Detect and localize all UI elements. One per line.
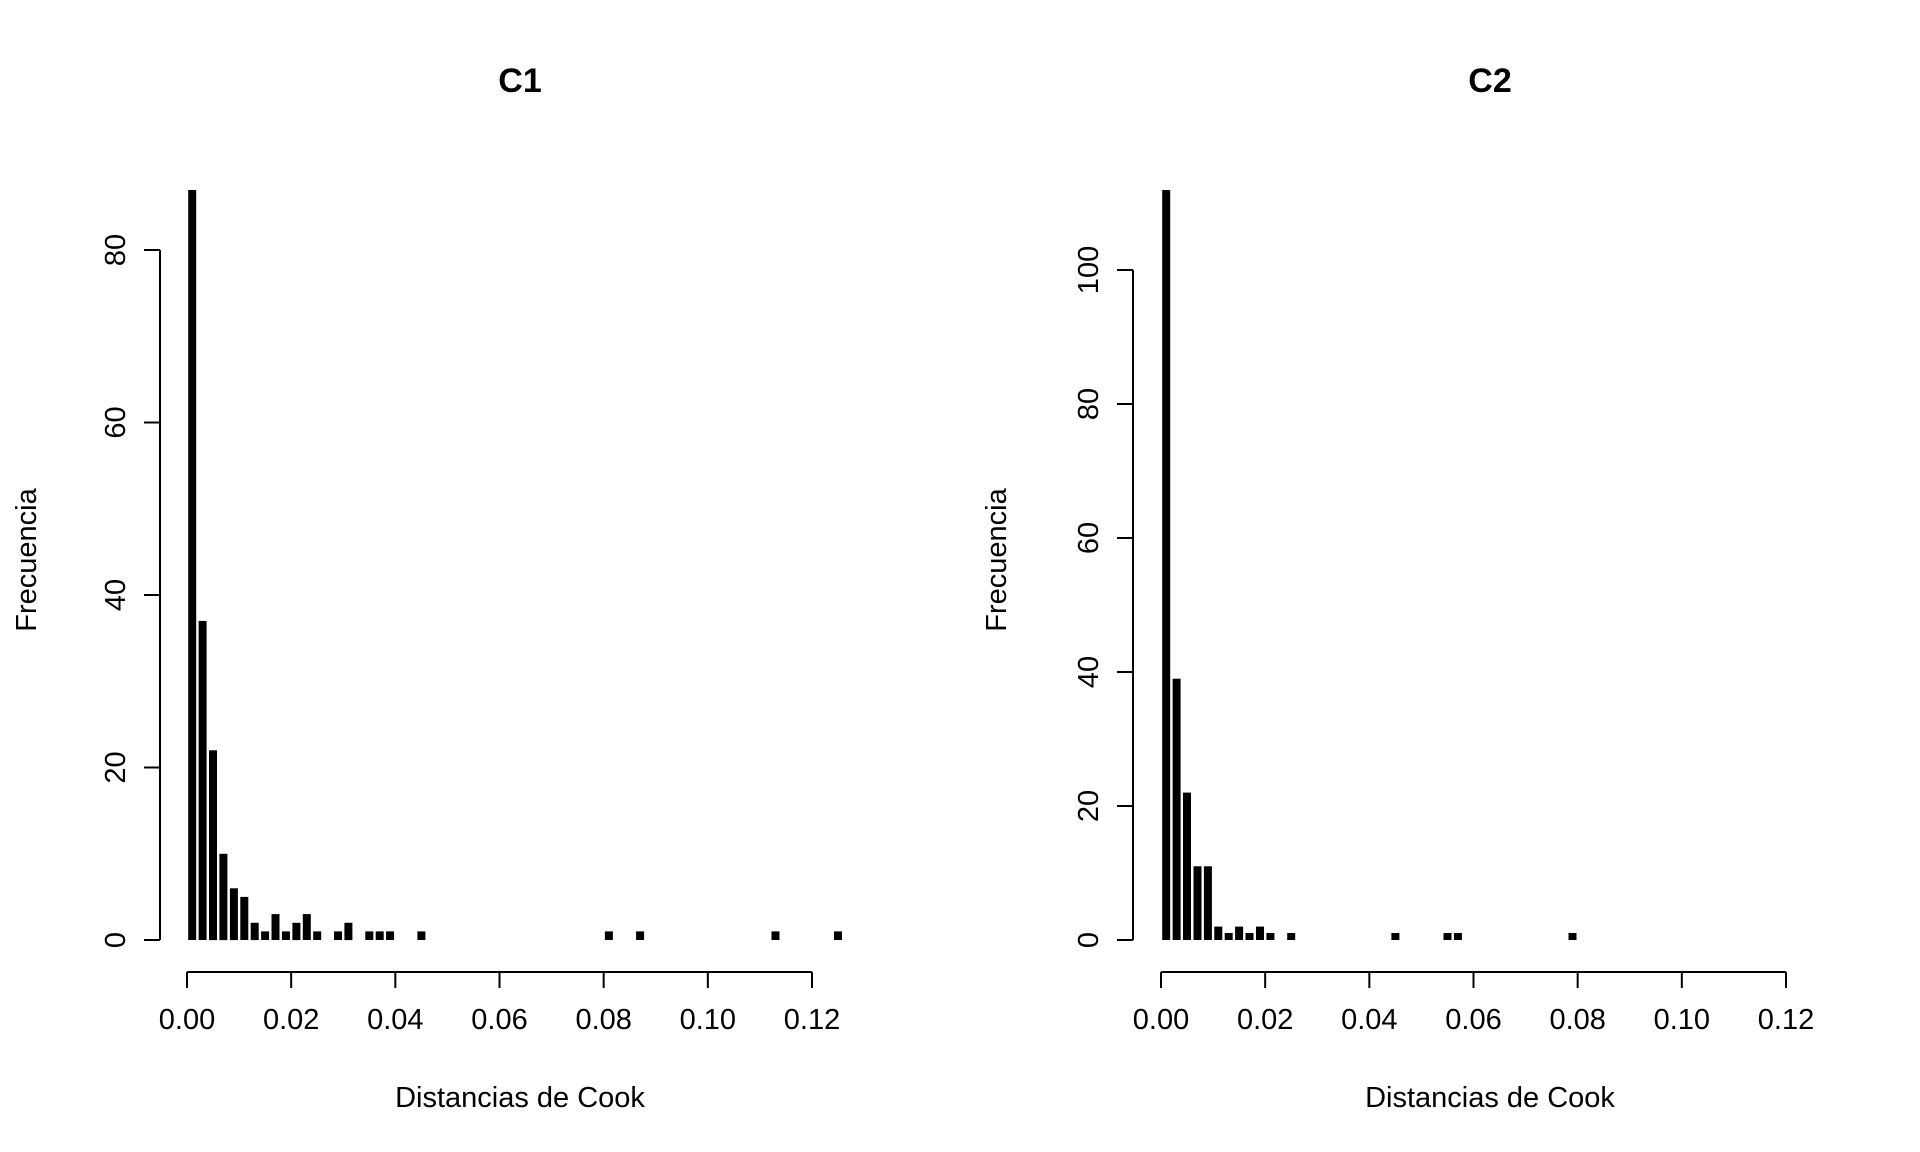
y-tick-label: 0 <box>100 932 132 948</box>
histogram-bar <box>1183 792 1191 940</box>
x-tick-label: 0.12 <box>784 1004 840 1036</box>
y-axis: 0 20 40 60 80 100 <box>1073 246 1134 948</box>
x-tick-label: 0.04 <box>1341 1004 1397 1036</box>
histogram-bar <box>271 914 280 940</box>
y-tick-label: 20 <box>1073 790 1105 822</box>
histogram-bar <box>281 931 290 940</box>
histogram-bar <box>240 896 249 940</box>
histogram-bar <box>209 750 217 941</box>
x-tick-label: 0.08 <box>1549 1004 1605 1036</box>
histogram-bar <box>1266 933 1275 940</box>
histogram-bar <box>188 190 197 940</box>
bar-group <box>1162 190 1577 940</box>
histogram-bar <box>1568 933 1577 940</box>
histogram-bar <box>250 922 259 941</box>
y-tick-label: 60 <box>1073 522 1105 554</box>
histogram-bar <box>1453 933 1462 940</box>
y-axis-label: Frecuencia <box>981 487 1013 631</box>
histogram-bar <box>834 931 842 940</box>
histogram-bar <box>365 931 374 940</box>
y-tick-label: 20 <box>100 751 132 783</box>
histogram-bar <box>375 931 384 940</box>
x-tick-label: 0.02 <box>1237 1004 1293 1036</box>
histogram-bar <box>198 620 207 940</box>
x-tick-label: 0.10 <box>1654 1004 1710 1036</box>
histogram-bar <box>771 931 780 940</box>
x-tick-label: 0.06 <box>471 1004 527 1036</box>
y-tick-label: 40 <box>100 579 132 611</box>
x-tick-label: 0.02 <box>263 1004 319 1036</box>
histogram-bar <box>229 888 238 941</box>
histogram-bar <box>417 931 426 940</box>
histogram-bar <box>261 931 270 940</box>
histogram-bar <box>219 853 228 941</box>
y-axis: 0 20 40 60 80 <box>100 234 161 948</box>
y-tick-label: 60 <box>100 406 132 438</box>
x-tick-label: 0.00 <box>1133 1004 1189 1036</box>
histogram-bar <box>1224 933 1233 940</box>
x-axis: 0.00 0.02 0.04 0.06 0.08 0.10 0.12 <box>1133 971 1814 1036</box>
x-axis: 0.00 0.02 0.04 0.06 0.08 0.10 0.12 <box>159 971 840 1036</box>
y-tick-label: 80 <box>100 234 132 266</box>
histogram-panel-c1: C1 Distancias de Cook Frecuencia 0.00 0.0… <box>11 62 842 1114</box>
histogram-bar <box>1391 933 1400 940</box>
y-tick-label: 0 <box>1073 932 1105 948</box>
x-tick-label: 0.12 <box>1758 1004 1814 1036</box>
histogram-bar <box>1162 190 1171 940</box>
chart-title: C2 <box>1468 62 1511 100</box>
histogram-bar <box>1193 866 1202 940</box>
histogram-bar <box>1256 926 1264 940</box>
y-axis-label: Frecuencia <box>11 487 43 631</box>
histogram-bar <box>1203 866 1212 940</box>
x-axis-label: Distancias de Cook <box>1365 1082 1615 1114</box>
y-tick-label: 40 <box>1073 656 1105 688</box>
histogram-bar <box>313 931 322 940</box>
y-tick-label: 100 <box>1073 246 1105 294</box>
x-tick-label: 0.10 <box>680 1004 736 1036</box>
x-tick-label: 0.08 <box>575 1004 631 1036</box>
x-tick-label: 0.00 <box>159 1004 215 1036</box>
histogram-bar <box>604 931 613 940</box>
x-tick-label: 0.06 <box>1445 1004 1501 1036</box>
histogram-bar <box>344 922 353 941</box>
y-tick-label: 80 <box>1073 388 1105 420</box>
histogram-bar <box>1214 926 1223 940</box>
histogram-bar <box>1443 933 1452 940</box>
x-tick-label: 0.04 <box>367 1004 423 1036</box>
histogram-bar <box>1172 678 1181 940</box>
histogram-bar <box>1287 933 1296 940</box>
histogram-panel-c2: C2 Distancias de Cook Frecuencia 0.00 0.0… <box>981 62 1814 1114</box>
chart-title: C1 <box>498 62 541 100</box>
histogram-bar <box>1235 926 1244 940</box>
histogram-bar <box>302 914 311 940</box>
histogram-bar <box>636 931 645 940</box>
histogram-bar <box>334 931 342 940</box>
bar-group <box>188 190 842 941</box>
histogram-bar <box>386 931 395 940</box>
histogram-bar <box>292 922 301 941</box>
x-axis-label: Distancias de Cook <box>395 1082 645 1114</box>
histogram-bar <box>1245 933 1254 940</box>
